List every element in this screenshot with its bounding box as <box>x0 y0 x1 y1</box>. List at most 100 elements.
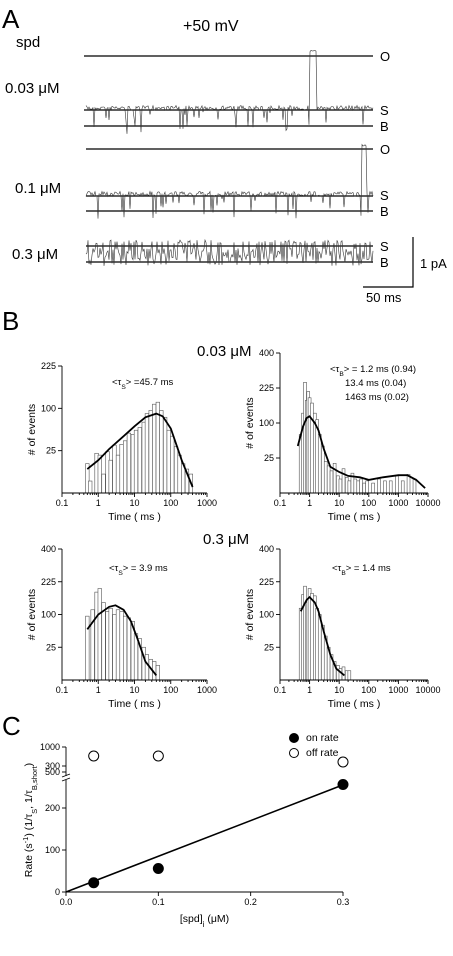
histogram-bar <box>317 434 322 494</box>
legend-marker <box>289 748 299 758</box>
x-tick-label: 10000 <box>415 498 440 508</box>
histogram-bar <box>101 602 106 681</box>
x-tick-label: 1000 <box>197 498 217 508</box>
histogram-b1: 0.1 1 10 100 1000 25 100 225 Time ( ms ) # of eve… <box>26 361 217 523</box>
histogram-bar <box>341 468 346 494</box>
annotation: <τB> = 1.2 ms (0.94) <box>330 364 416 378</box>
level-label-o: O <box>380 142 390 157</box>
x-tick-label: 0.2 <box>244 897 257 907</box>
histogram-bar <box>108 459 113 494</box>
panel-b-letter: B <box>2 306 19 336</box>
histogram-bar <box>356 480 361 494</box>
histogram-bar <box>400 480 405 494</box>
scale-bar-x-label: 50 ms <box>366 290 402 305</box>
histogram-bar <box>148 410 153 494</box>
x-tick-label: 1 <box>96 498 101 508</box>
histogram-bar <box>119 611 124 681</box>
fit-line <box>65 784 344 893</box>
x-axis-label: Time ( ms ) <box>328 698 381 710</box>
x-axis-label: Time ( ms ) <box>108 698 161 710</box>
x-tick-label: 0.0 <box>60 897 73 907</box>
x-tick-label: 0.1 <box>56 498 69 508</box>
panel-b: B 0.03 μM 0.3 μM 0.1 1 10 100 1000 25 100 225 Ti… <box>2 306 441 710</box>
histogram-bar <box>326 465 331 494</box>
histogram-bar <box>155 665 160 681</box>
off-rate-point <box>337 756 349 768</box>
histogram-bar <box>412 478 417 494</box>
histogram-bar <box>347 480 352 494</box>
histogram-bar <box>115 609 121 681</box>
y-tick-label: 400 <box>259 348 274 358</box>
histogram-bar <box>126 617 131 681</box>
histogram-bar <box>123 440 128 494</box>
x-tick-label: 10 <box>334 685 344 695</box>
x-tick-label: 0.1 <box>274 498 287 508</box>
y-axis-label: # of events <box>244 589 256 640</box>
fit-curve <box>86 604 158 676</box>
histogram-bar <box>163 416 168 494</box>
group-title-1: 0.03 μM <box>197 343 252 360</box>
histogram-bar <box>144 654 149 681</box>
on-rate-point <box>88 877 100 889</box>
on-rate-point <box>152 862 164 874</box>
histogram-bar <box>359 478 363 494</box>
histogram-bar <box>112 444 117 494</box>
histogram-bar <box>97 588 102 681</box>
histogram-bar <box>115 454 121 494</box>
scale-bar <box>363 237 414 288</box>
x-tick-label: 100 <box>163 685 178 695</box>
fit-curve <box>299 595 345 677</box>
histogram-b4: 0.1 1 10 100 1000 10000 25 100 225 400 Time ( ms )… <box>244 544 441 710</box>
y-tick-label: 400 <box>259 544 274 554</box>
level-label-b: B <box>380 255 389 270</box>
axis-break <box>61 777 71 782</box>
y-tick-label: 25 <box>264 453 274 463</box>
annotation: <τS> =45.7 ms <box>112 377 174 391</box>
y-axis-label: Rate (s-1) (1/τS, 1/τB,short) <box>21 763 39 877</box>
y-tick-label: 400 <box>41 544 56 554</box>
y-axis-label: # of events <box>26 589 38 640</box>
histogram-bar <box>112 614 117 681</box>
histogram-bar <box>155 401 160 494</box>
histogram-bar <box>108 607 113 681</box>
level-label-b: B <box>380 119 389 134</box>
panel-a-letter: A <box>2 4 20 34</box>
y-tick-label: 500 <box>45 767 60 777</box>
y-tick-label: 225 <box>259 577 274 587</box>
x-tick-label: 1 <box>307 498 312 508</box>
histogram-bar <box>323 461 328 494</box>
current-trace-row1 <box>85 50 374 134</box>
legend-marker <box>289 733 299 743</box>
y-tick-label: 100 <box>41 403 56 413</box>
histogram-bar <box>166 429 171 494</box>
y-tick-label: 225 <box>41 577 56 587</box>
histogram-bar <box>170 435 175 494</box>
histogram-bar <box>353 478 358 494</box>
x-axis-label: Time ( ms ) <box>328 511 381 523</box>
annotation: <τS> = 3.9 ms <box>109 563 168 577</box>
histogram-bar <box>137 427 142 494</box>
x-tick-label: 0.1 <box>56 685 69 695</box>
panel-a: A spd +50 mV 0.03 μM O S B 0.1 μM O S B … <box>2 4 447 305</box>
x-tick-label: 10 <box>129 498 139 508</box>
histogram-bar <box>388 480 393 494</box>
x-tick-label: 1000 <box>197 685 217 695</box>
fit-curve <box>86 412 194 488</box>
x-tick-label: 0.1 <box>152 897 165 907</box>
y-tick-label: 100 <box>41 610 56 620</box>
histogram-bar <box>310 593 314 681</box>
x-tick-label: 1000 <box>388 498 408 508</box>
level-label-s: S <box>380 239 389 254</box>
current-trace-row2 <box>85 143 374 219</box>
conc-label-row1: 0.03 μM <box>5 80 60 97</box>
histogram-bar <box>362 482 366 494</box>
histogram-bar <box>88 480 93 494</box>
histogram-bar <box>152 403 157 494</box>
annotation: 1463 ms (0.02) <box>345 392 409 403</box>
y-tick-label: 1000 <box>40 742 60 752</box>
y-tick-label: 25 <box>46 446 56 456</box>
histogram-bar <box>177 454 182 494</box>
x-tick-label: 0.1 <box>274 685 287 695</box>
